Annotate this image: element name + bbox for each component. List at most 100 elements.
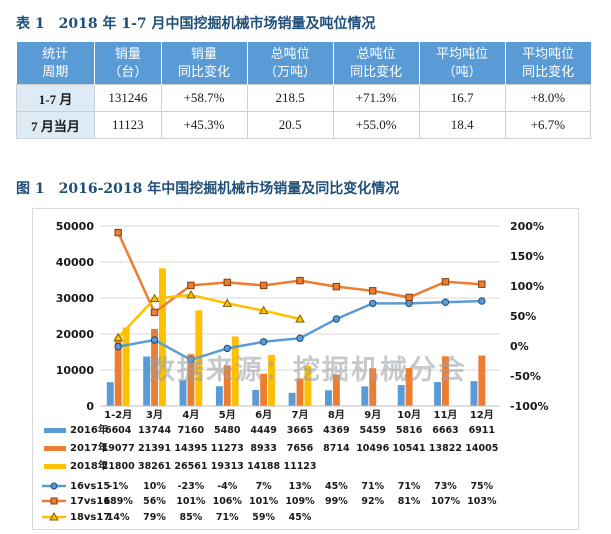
series-marker	[113, 332, 124, 342]
y-left-tick-label: 0	[86, 400, 94, 413]
series-marker	[222, 298, 233, 307]
data-table-cell: 79%	[143, 512, 166, 523]
data-table-cell: 7656	[287, 443, 314, 454]
data-table-cell: 14395	[174, 443, 207, 454]
data-table-cell: 8714	[323, 443, 350, 454]
data-table-cell: 10%	[143, 481, 166, 492]
x-tick-label: 3月	[146, 409, 163, 421]
table-cell: 20.5	[246, 111, 334, 139]
chart-bar	[268, 354, 275, 406]
series-marker	[369, 287, 377, 295]
x-tick-label: 11月	[433, 409, 457, 421]
x-tick-label: 4月	[182, 409, 199, 421]
data-table-cell: 6663	[432, 425, 458, 436]
series-marker	[296, 276, 304, 285]
series-line	[117, 293, 301, 339]
legend-label: 2016年	[70, 423, 108, 436]
y-left-tick-label: 40000	[56, 256, 95, 269]
data-table-cell: 26561	[174, 461, 207, 472]
data-table-cell: 71%	[361, 481, 384, 492]
x-tick-label: 12月	[470, 409, 494, 421]
chart-bar	[114, 337, 122, 406]
series-marker	[186, 289, 196, 299]
series-line	[117, 232, 482, 315]
data-table-cell: 11273	[211, 443, 244, 454]
data-table-cell: 13744	[138, 425, 171, 436]
x-tick-label: 1-2月	[104, 409, 132, 421]
table-cell: +6.7%	[504, 111, 592, 139]
chart-bar	[143, 356, 151, 406]
data-table-cell: 4449	[250, 425, 276, 436]
chart-bar	[405, 368, 413, 406]
legend-label: 16vs15	[70, 481, 110, 492]
table-cell: 131246	[94, 84, 162, 112]
data-table-cell: 13%	[289, 481, 312, 492]
x-tick-label: 9月	[364, 409, 381, 421]
series-marker	[114, 228, 122, 237]
chart-bar	[159, 268, 166, 406]
series-marker	[258, 305, 269, 315]
data-table-cell: 14%	[107, 512, 130, 523]
data-table-cell: 5459	[360, 425, 386, 436]
x-tick-label: 6月	[255, 409, 272, 421]
chart-bar	[231, 336, 239, 406]
data-table-cell: 8933	[250, 443, 276, 454]
series-marker	[223, 344, 231, 353]
legend-label: 2018年	[70, 459, 108, 472]
data-table-cell: 6911	[469, 425, 495, 436]
data-table-cell: 106%	[213, 496, 243, 507]
data-table-cell: 109%	[285, 496, 315, 507]
header-cell: 统计 周期	[16, 42, 96, 85]
y-left-tick-label: 50000	[56, 220, 95, 233]
chart-bar	[187, 354, 195, 406]
data-table-cell: 19313	[211, 461, 244, 472]
series-marker	[149, 293, 160, 303]
legend-label: 17vs16	[70, 496, 110, 507]
legend-label: 2017年	[70, 441, 108, 454]
data-table-cell: 81%	[398, 496, 421, 507]
y-right-tick-label: 150%	[510, 250, 544, 263]
data-table-cell: -1%	[108, 481, 129, 492]
legend-marker	[50, 497, 58, 505]
data-table-cell: 38261	[138, 461, 171, 472]
series-marker	[259, 338, 268, 346]
data-table-cell: 5480	[214, 425, 241, 436]
series-marker	[441, 298, 450, 306]
data-table-cell: 21391	[138, 443, 171, 454]
x-tick-label: 7月	[292, 409, 309, 421]
chart-bar	[332, 374, 340, 406]
data-table-cell: 5816	[396, 425, 423, 436]
table-cell: 218.5	[246, 84, 334, 112]
data-table-cell: 19077	[102, 443, 135, 454]
series-marker	[223, 278, 231, 287]
data-table-cell: 10541	[393, 443, 426, 454]
table-row: 1-7 月 131246 +58.7% 218.5 +71.3% 16.7 +8…	[15, 84, 592, 112]
series-marker	[296, 334, 304, 342]
table-cell: +45.3%	[160, 111, 248, 139]
watermark-text: 数据来源：挖掘机械分会	[148, 355, 467, 386]
sales-tonnage-table: 统计 周期 销量 （台） 销量 同比变化 总吨位 （万吨） 总吨位 同比变化 平均吨位 （吨…	[15, 42, 592, 139]
legend-swatch	[44, 464, 66, 469]
legend-swatch	[44, 446, 66, 451]
y-right-tick-label: 0%	[510, 340, 529, 353]
data-table-cell: 107%	[431, 496, 461, 507]
data-table-cell: 101%	[176, 496, 206, 507]
table-cell: 16.7	[418, 84, 506, 112]
chart-bar	[106, 382, 114, 406]
chart-bar	[397, 385, 405, 406]
legend-marker	[50, 482, 58, 490]
x-tick-label: 8月	[328, 409, 345, 421]
table-title: 表 1 2018 年 1-7 月中国挖掘机械市场销量及吨位情况	[16, 16, 376, 32]
data-table-cell: 92%	[361, 496, 384, 507]
data-table-cell: 56%	[143, 496, 166, 507]
data-table-cell: 45%	[325, 481, 348, 492]
data-table-cell: 7160	[178, 425, 205, 436]
header-cell: 销量 （台）	[94, 42, 162, 85]
chart-bar	[304, 365, 312, 406]
chart-bar	[179, 380, 187, 406]
header-cell: 总吨位 （万吨）	[247, 42, 334, 85]
chart-bar	[442, 356, 449, 406]
series-marker	[150, 308, 159, 317]
data-table-cell: 4369	[323, 425, 349, 436]
